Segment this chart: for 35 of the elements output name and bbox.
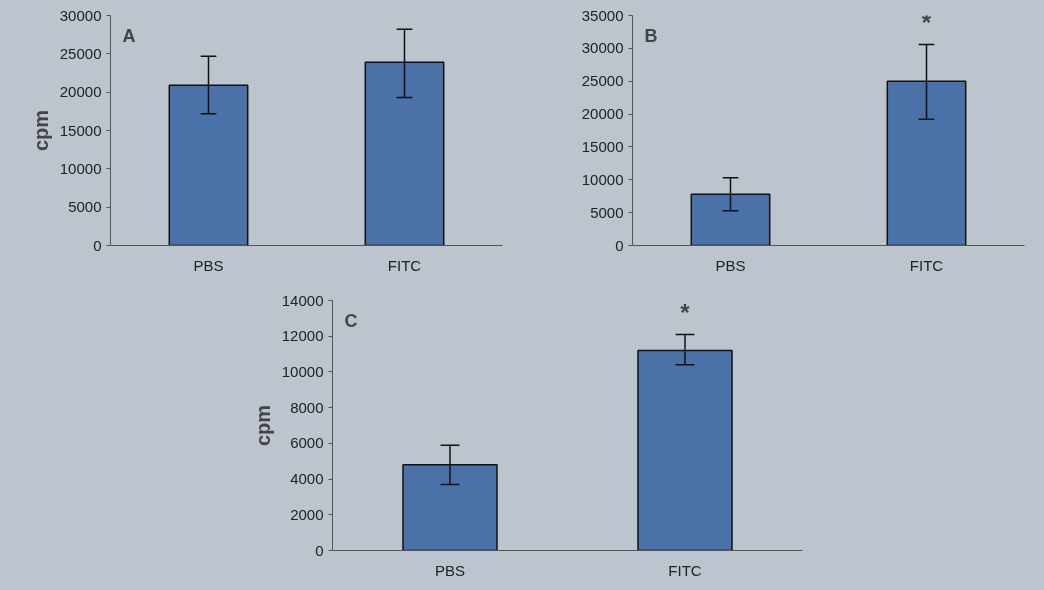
x-tick-label: FITC xyxy=(909,256,944,274)
text: B xyxy=(644,25,658,46)
y-tick-label: 10000 xyxy=(581,170,624,188)
y-tick-label: 8000 xyxy=(290,398,324,416)
y-tick-label: 0 xyxy=(93,236,102,254)
y-tick-label: 14000 xyxy=(281,291,324,309)
y-tick-label: 30000 xyxy=(59,6,102,24)
y-tick-label: 15000 xyxy=(59,121,102,139)
y-tick-label: 25000 xyxy=(581,72,624,90)
y-tick-label: 4000 xyxy=(290,470,324,488)
y-tick-label: 12000 xyxy=(281,327,324,345)
y-tick-label: 20000 xyxy=(59,83,102,101)
y-tick-label: 6000 xyxy=(290,434,324,452)
y-tick-label: 30000 xyxy=(581,39,624,57)
x-tick-label: PBS xyxy=(193,256,224,274)
y-tick-label: 0 xyxy=(615,236,624,254)
y-tick-label: 10000 xyxy=(281,362,324,380)
y-tick-label: 20000 xyxy=(581,105,624,123)
y-tick-label: 0 xyxy=(315,541,324,559)
text: C xyxy=(344,310,358,331)
x-tick-label: FITC xyxy=(387,256,422,274)
text: A xyxy=(122,25,136,46)
x-tick-label: FITC xyxy=(668,561,702,579)
x-tick-label: PBS xyxy=(434,561,466,579)
y-tick-label: 10000 xyxy=(59,159,102,177)
y-tick-label: 35000 xyxy=(581,6,624,24)
y-tick-label: 15000 xyxy=(581,137,624,155)
y-axis-title: cpm xyxy=(251,404,274,447)
y-axis-title: cpm xyxy=(29,109,52,152)
y-tick-label: 5000 xyxy=(590,203,624,221)
y-tick-label: 5000 xyxy=(68,198,102,216)
y-tick-label: 2000 xyxy=(290,505,324,523)
annotation: * xyxy=(680,299,691,327)
x-tick-label: PBS xyxy=(715,256,746,274)
y-tick-label: 25000 xyxy=(59,44,102,62)
